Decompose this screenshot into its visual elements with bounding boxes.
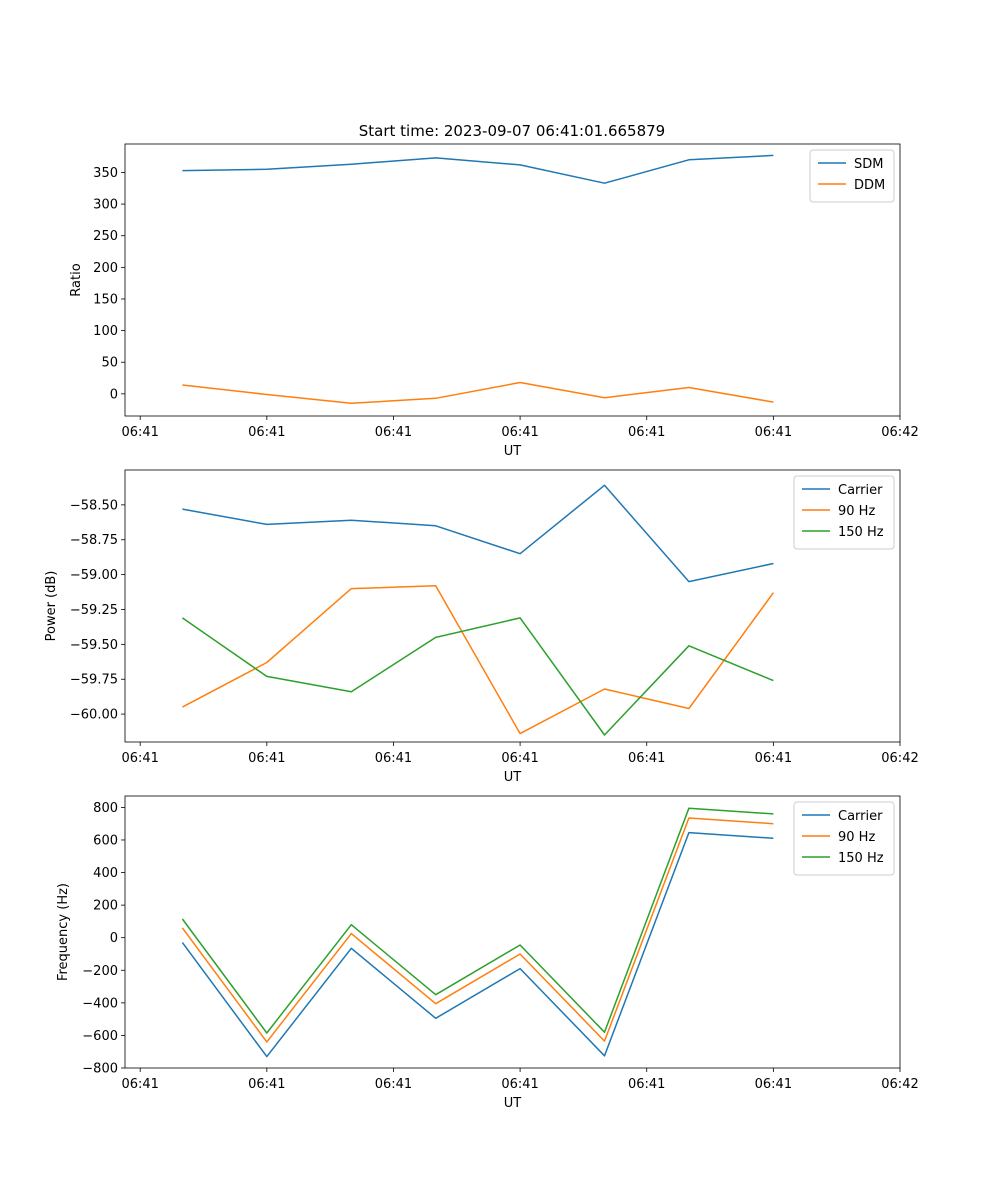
x-axis-label: UT	[504, 444, 522, 459]
chart-panel-3: 06:41 06:41 06:41 06:41 06:41 06:41 06:42 800 60…	[56, 795, 919, 1111]
chart-panel-2: 06:41 06:41 06:41 06:41 06:41 06:41 06:42 −58.5…	[44, 469, 919, 785]
y-tick-label: 0	[110, 387, 118, 402]
legend: Carrier 90 Hz 150 Hz	[793, 475, 895, 550]
figure-title: Start time: 2023-09-07 06:41:01.665879	[359, 122, 665, 140]
axes-frame	[124, 795, 901, 1069]
x-tick-label: 06:41	[755, 1077, 792, 1092]
y-tick-label: −58.75	[70, 533, 118, 548]
x-tick-label: 06:42	[881, 1077, 918, 1092]
y-tick-label: −59.75	[70, 673, 118, 688]
legend: SDM DDM	[809, 149, 895, 203]
y-tick-label: −59.00	[70, 568, 118, 583]
plots: 06:41 06:41 06:41 06:41 06:41 06:41 06:42 0 50 10…	[44, 143, 919, 1111]
legend-entry: Carrier	[838, 483, 883, 498]
legend-entry: 90 Hz	[838, 830, 875, 845]
y-tick-label: 200	[93, 261, 118, 276]
y-tick-label: −400	[82, 996, 118, 1011]
legend-entry: Carrier	[838, 809, 883, 824]
y-axis-label: Power (dB)	[44, 571, 59, 642]
x-axis-label: UT	[504, 1096, 522, 1111]
x-tick-label: 06:41	[248, 425, 285, 440]
y-tick-label: 800	[93, 801, 118, 816]
legend-entry: 150 Hz	[838, 851, 884, 866]
axes-frame	[124, 143, 901, 417]
x-tick-label: 06:41	[375, 425, 412, 440]
legend: Carrier 90 Hz 150 Hz	[793, 801, 895, 876]
x-tick-label: 06:42	[881, 751, 918, 766]
y-tick-label: 300	[93, 198, 118, 213]
y-tick-label: 100	[93, 324, 118, 339]
legend-entry: 90 Hz	[838, 504, 875, 519]
x-axis-label: UT	[504, 770, 522, 785]
series-line-ddm	[182, 381, 774, 405]
y-tick-label: 250	[93, 229, 118, 244]
axes-frame	[124, 469, 901, 743]
y-tick-label: −600	[82, 1029, 118, 1044]
y-tick-label: −58.50	[70, 498, 118, 513]
x-tick-label: 06:41	[121, 751, 158, 766]
series-line-90-hz	[181, 817, 774, 1043]
x-tick-label: 06:41	[121, 1077, 158, 1092]
y-tick-label: 50	[101, 356, 118, 371]
legend-entry: 150 Hz	[838, 525, 884, 540]
x-tick-label: 06:41	[501, 1077, 538, 1092]
y-tick-label: 350	[93, 166, 118, 181]
chart-panel-1: 06:41 06:41 06:41 06:41 06:41 06:41 06:42 0 50 10…	[69, 143, 919, 459]
x-tick-label: 06:41	[501, 751, 538, 766]
x-tick-label: 06:41	[501, 425, 538, 440]
x-tick-label: 06:41	[628, 751, 665, 766]
y-tick-label: 600	[93, 833, 118, 848]
x-tick-label: 06:41	[628, 1077, 665, 1092]
y-tick-label: 150	[93, 292, 118, 307]
x-tick-label: 06:41	[375, 1077, 412, 1092]
y-tick-label: 400	[93, 866, 118, 881]
series-line-150-hz	[181, 617, 774, 736]
y-tick-label: −60.00	[70, 708, 118, 723]
y-axis-label: Ratio	[69, 263, 84, 296]
y-tick-label: −59.50	[70, 638, 118, 653]
x-tick-label: 06:41	[248, 751, 285, 766]
legend-entry: SDM	[854, 157, 883, 172]
y-tick-label: −200	[82, 964, 118, 979]
series-line-carrier	[181, 831, 774, 1058]
x-tick-label: 06:42	[881, 425, 918, 440]
series-line-150-hz	[181, 807, 774, 1034]
series-line-90-hz	[182, 585, 775, 735]
y-tick-label: −59.25	[70, 603, 118, 618]
x-tick-label: 06:41	[121, 425, 158, 440]
x-tick-label: 06:41	[755, 751, 792, 766]
y-tick-label: −800	[82, 1062, 118, 1077]
x-tick-label: 06:41	[248, 1077, 285, 1092]
y-tick-label: 200	[93, 899, 118, 914]
series-line-carrier	[182, 484, 774, 583]
x-tick-label: 06:41	[628, 425, 665, 440]
x-tick-label: 06:41	[755, 425, 792, 440]
legend-entry: DDM	[854, 178, 885, 193]
series-line-sdm	[182, 154, 774, 184]
x-tick-label: 06:41	[375, 751, 412, 766]
y-tick-label: 0	[110, 931, 118, 946]
y-axis-label: Frequency (Hz)	[56, 883, 71, 981]
